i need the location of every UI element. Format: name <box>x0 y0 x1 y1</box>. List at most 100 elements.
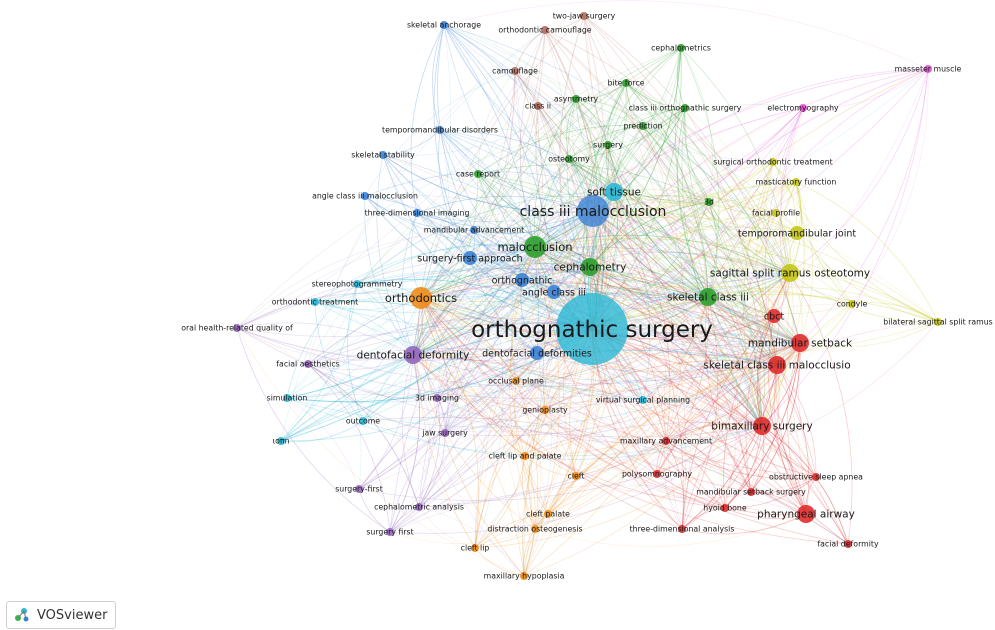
network-link <box>534 342 801 530</box>
node-cleft-palate[interactable] <box>544 510 552 518</box>
network-link <box>521 107 804 281</box>
node-cephalometrics[interactable] <box>677 44 685 52</box>
network-link <box>443 24 801 344</box>
node-hyoid-bone[interactable] <box>721 504 729 512</box>
node-skeletal-class-iii-malocclusio[interactable] <box>768 356 786 374</box>
node-temporomandibular-disorders[interactable] <box>436 126 444 134</box>
node-facial-aesthetics[interactable] <box>304 360 312 368</box>
node-mandibular-advancement[interactable] <box>470 226 478 234</box>
node-two-jaw-surgery[interactable] <box>580 12 588 20</box>
vosviewer-logo[interactable]: VOSviewer <box>6 601 117 629</box>
node-maxillary-advancement[interactable] <box>662 437 670 445</box>
node-facial-deformity[interactable] <box>844 540 852 548</box>
network-link <box>307 357 817 478</box>
node-stereophotogrammetry[interactable] <box>353 280 361 288</box>
node-cleft-lip-and-palate[interactable] <box>521 452 529 460</box>
network-link <box>420 297 644 401</box>
node-orthognathic[interactable] <box>515 273 529 287</box>
network-link <box>553 291 709 309</box>
node-bite-force[interactable] <box>622 79 630 87</box>
node-three-dimensional-analysis[interactable] <box>678 525 686 533</box>
node-mandibular-setback[interactable] <box>791 334 809 352</box>
network-link <box>511 98 577 382</box>
node-orthodontic-camouflage[interactable] <box>541 26 549 34</box>
node-oral-health-related-quality-of[interactable] <box>233 324 241 332</box>
network-link <box>307 363 391 533</box>
node-masticatory-function[interactable] <box>792 178 800 186</box>
node-case-report[interactable] <box>474 170 482 178</box>
node-class-iii-orthognathic-surgery[interactable] <box>681 104 689 112</box>
node-temporomandibular-joint[interactable] <box>790 226 804 240</box>
node-condyle[interactable] <box>848 300 856 308</box>
node-class-ii[interactable] <box>534 102 542 110</box>
network-link <box>684 107 761 493</box>
node-three-dimensional-imaging[interactable] <box>413 209 421 217</box>
node-mandibular-setback-surgery[interactable] <box>747 488 755 496</box>
node-polysomnography[interactable] <box>653 470 661 478</box>
node-3d[interactable] <box>705 198 713 206</box>
node-orthognathic-surgery[interactable] <box>556 293 628 365</box>
node-surgery-first-approach[interactable] <box>463 251 477 265</box>
network-link <box>583 15 693 530</box>
network-link <box>534 204 777 248</box>
node-dentofacial-deformities[interactable] <box>530 346 544 360</box>
network-link <box>613 191 801 344</box>
node-surgery[interactable] <box>604 141 612 149</box>
node-maxillary-hypoplasia[interactable] <box>520 572 528 580</box>
node--n[interactable] <box>277 437 285 445</box>
node-3d-imaging[interactable] <box>433 394 441 402</box>
node-jaw-surgery[interactable] <box>441 429 449 437</box>
network-link <box>314 301 364 422</box>
node-angle-class-iii[interactable] <box>547 285 561 299</box>
network-link <box>420 232 798 308</box>
network-link <box>592 210 807 515</box>
node-class-iii-malocclusion[interactable] <box>577 195 609 227</box>
node-cbct[interactable] <box>767 309 781 323</box>
node-distraction-osteogenesis[interactable] <box>531 525 539 533</box>
network-link <box>420 82 627 299</box>
node-simulation[interactable] <box>283 394 291 402</box>
node-label: three-dimensional imaging <box>365 209 470 218</box>
node-angle-class-iii-malocclusion[interactable] <box>361 192 369 200</box>
node-virtual-surgical-planning[interactable] <box>639 396 647 404</box>
node-obstructive-sleep-apnea[interactable] <box>812 473 820 481</box>
node-skeletal-class-iii[interactable] <box>699 288 717 306</box>
node-osteotomy[interactable] <box>565 155 573 163</box>
node-surgical-orthodontic-treatment[interactable] <box>769 158 777 166</box>
node-prediction[interactable] <box>639 122 647 130</box>
node-cephalometric-analysis[interactable] <box>415 503 423 511</box>
node-masseter-muscle[interactable] <box>924 65 932 73</box>
node-orthodontics[interactable] <box>410 287 432 309</box>
network-link <box>664 201 710 530</box>
node-malocclusion[interactable] <box>524 236 546 258</box>
network-link <box>524 272 791 457</box>
node-surgery-first[interactable] <box>355 485 363 493</box>
node-bilateral-sagittal-split-ramus[interactable] <box>934 318 942 326</box>
node-bimaxillary-surgery[interactable] <box>753 417 771 435</box>
node-cleft[interactable] <box>572 472 580 480</box>
network-link <box>520 279 538 354</box>
node-camouflage[interactable] <box>511 67 519 75</box>
node-facial-profile[interactable] <box>772 209 780 217</box>
node-skeletal-stability[interactable] <box>379 151 387 159</box>
node-cleft-lip[interactable] <box>471 544 479 552</box>
node-label: masticatory function <box>756 178 837 187</box>
node-electromyography[interactable] <box>799 104 807 112</box>
node-dentofacial-deformity[interactable] <box>404 346 422 364</box>
node-sagittal-split-ramus-osteotomy[interactable] <box>781 264 799 282</box>
node-outcome[interactable] <box>359 417 367 425</box>
node-skeletal-anchorage[interactable] <box>440 21 448 29</box>
node-cephalometry[interactable] <box>581 258 599 276</box>
node-soft-tissue[interactable] <box>605 183 623 201</box>
node-occlusal-plane[interactable] <box>512 377 520 385</box>
network-link <box>515 272 791 382</box>
node-orthodontic-treatment[interactable] <box>311 298 319 306</box>
node-surgery-first[interactable] <box>386 528 394 536</box>
node-label: angle class iii malocclusion <box>312 192 418 201</box>
node-pharyngeal-airway[interactable] <box>797 505 815 523</box>
node-asymmetry[interactable] <box>572 95 580 103</box>
network-link <box>566 98 591 268</box>
node-genioplasty[interactable] <box>541 406 549 414</box>
network-link <box>592 210 709 298</box>
